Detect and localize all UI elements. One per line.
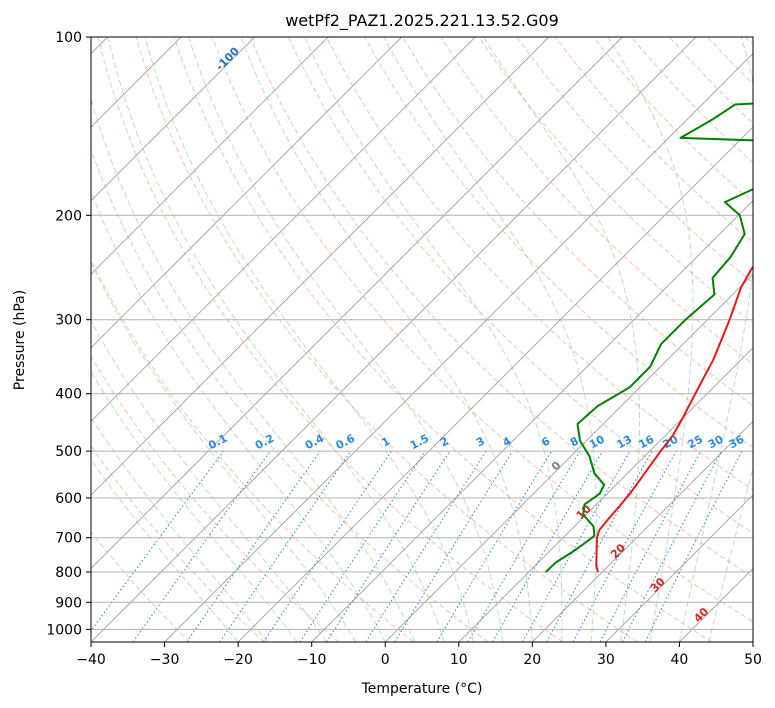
y-tick-label: 700 <box>55 531 82 547</box>
x-tick-label: 40 <box>670 652 688 668</box>
mixing-ratio-label: 10 <box>587 433 607 452</box>
plot-frame <box>90 36 754 643</box>
dry-adiabat <box>91 531 191 642</box>
moist-adiabat <box>91 261 357 642</box>
isotherm <box>91 37 697 642</box>
y-axis-ticks: 100 200 300 400 500 600 700 800 900 1000 <box>46 30 91 638</box>
y-tick-label: 900 <box>55 595 82 611</box>
mixing-ratio-label: 25 <box>685 433 705 452</box>
y-tick-label: 400 <box>55 387 82 403</box>
isotherm <box>91 37 403 349</box>
x-tick-label: −30 <box>150 652 180 668</box>
mixing-ratio-line <box>299 450 426 642</box>
isotherm-label: -20 <box>0 0 10 3</box>
y-tick-label: 100 <box>55 30 82 46</box>
mixing-ratio-line <box>644 450 743 642</box>
moist-adiabat <box>240 37 533 642</box>
mixing-ratio-line <box>546 450 653 642</box>
mixing-ratio-label: 16 <box>637 433 657 452</box>
isotherm-label: -10 <box>0 0 10 3</box>
moist-adiabat <box>483 37 640 642</box>
y-tick-label: 300 <box>55 313 82 329</box>
y-axis-label: Pressure (hPa) <box>12 290 28 390</box>
x-tick-label: −10 <box>297 652 327 668</box>
dewpoint-profile <box>545 102 753 573</box>
y-tick-label: 800 <box>55 565 82 581</box>
isotherm <box>531 420 753 642</box>
y-tick-label: 600 <box>55 491 82 507</box>
dry-adiabat <box>402 37 753 407</box>
isotherm <box>384 273 753 642</box>
mixing-ratio-label: 30 <box>706 433 726 452</box>
x-tick-label: 30 <box>597 652 615 668</box>
x-tick-label: 20 <box>523 652 541 668</box>
moist-adiabat <box>383 37 598 642</box>
x-tick-label: 50 <box>744 652 762 668</box>
isotherm-label: -30 <box>0 0 10 3</box>
mixing-ratio-line <box>263 450 392 642</box>
moist-adiabat <box>188 37 504 642</box>
mixing-ratio-line <box>572 450 677 642</box>
mixing-ratio-line <box>522 450 631 642</box>
mixing-ratio-label: 13 <box>615 433 635 452</box>
temperature-profile <box>595 265 753 573</box>
isotherm-label: -60 <box>0 0 10 3</box>
dry-adiabat <box>516 37 753 284</box>
isotherm <box>91 37 329 275</box>
isotherm-label: -50 <box>0 0 10 3</box>
y-tick-label: 1000 <box>46 622 82 638</box>
profiles <box>545 102 753 573</box>
isotherm <box>311 199 753 642</box>
dry-adiabat <box>326 37 753 491</box>
mixing-ratio-label: 20 <box>661 433 681 452</box>
mixing-ratio-line <box>91 450 224 632</box>
isotherm <box>458 347 753 642</box>
isotherm <box>91 37 623 570</box>
moist-adiabat <box>607 37 694 642</box>
mixing-ratio-label: 36 <box>727 433 747 452</box>
dry-adiabat <box>91 445 265 642</box>
moist-adiabat <box>678 37 753 642</box>
x-axis-ticks: −40 −30 −20 −10 0 10 20 30 40 50 <box>76 642 762 668</box>
dry-adiabat <box>249 37 753 578</box>
moist-adiabat <box>91 190 386 642</box>
isotherm <box>164 52 753 642</box>
dry-adiabat <box>478 37 753 324</box>
isotherm <box>91 37 256 202</box>
dry-adiabat <box>91 148 489 642</box>
mixing-ratio-line <box>394 450 514 642</box>
moist-adiabat <box>91 458 239 642</box>
y-tick-label: 500 <box>55 444 82 460</box>
moist-adiabat <box>304 37 563 642</box>
x-tick-label: −20 <box>223 652 253 668</box>
moist-adiabat <box>91 416 268 642</box>
dry-adiabat <box>91 355 340 642</box>
x-axis-label: Temperature (°C) <box>361 681 483 697</box>
x-tick-label: −40 <box>76 652 106 668</box>
isotherm <box>237 126 753 642</box>
isotherm-label: -40 <box>0 0 10 3</box>
dry-adiabat <box>135 37 638 642</box>
x-tick-label: 0 <box>381 652 390 668</box>
mixing-ratio-line <box>186 450 321 642</box>
chart-title: wetPf2_PAZ1.2025.221.13.52.G09 <box>285 11 559 31</box>
isotherm-label: -70 <box>0 0 10 3</box>
mixing-ratio-line <box>219 450 352 642</box>
mixing-ratio-line <box>132 450 271 642</box>
isotherm <box>91 37 476 423</box>
moist-adiabat <box>107 37 445 642</box>
x-tick-label: 10 <box>450 652 468 668</box>
isotherm <box>605 494 753 642</box>
grid-lines <box>91 37 753 630</box>
mixing-ratio-line <box>326 450 451 642</box>
dry-adiabat <box>211 37 753 623</box>
y-tick-label: 200 <box>55 208 82 224</box>
moist-adiabat <box>91 96 416 642</box>
dry-adiabat <box>97 37 563 642</box>
moist-adiabat <box>144 37 474 642</box>
isotherm <box>91 37 550 496</box>
